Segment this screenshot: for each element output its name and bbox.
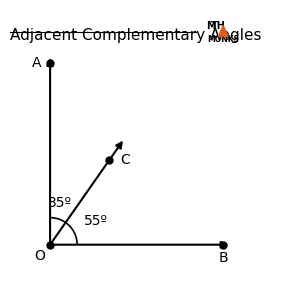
Text: MONKS: MONKS [208, 34, 239, 43]
Text: B: B [218, 251, 228, 265]
Text: O: O [34, 248, 45, 262]
Polygon shape [218, 26, 228, 36]
Text: M: M [206, 21, 215, 31]
Text: A: A [32, 56, 41, 70]
Text: 35º: 35º [48, 196, 72, 210]
Text: 55º: 55º [84, 214, 108, 228]
Text: Adjacent Complementary Angles: Adjacent Complementary Angles [10, 28, 261, 43]
Text: C: C [120, 153, 130, 167]
Text: TH: TH [211, 21, 226, 31]
